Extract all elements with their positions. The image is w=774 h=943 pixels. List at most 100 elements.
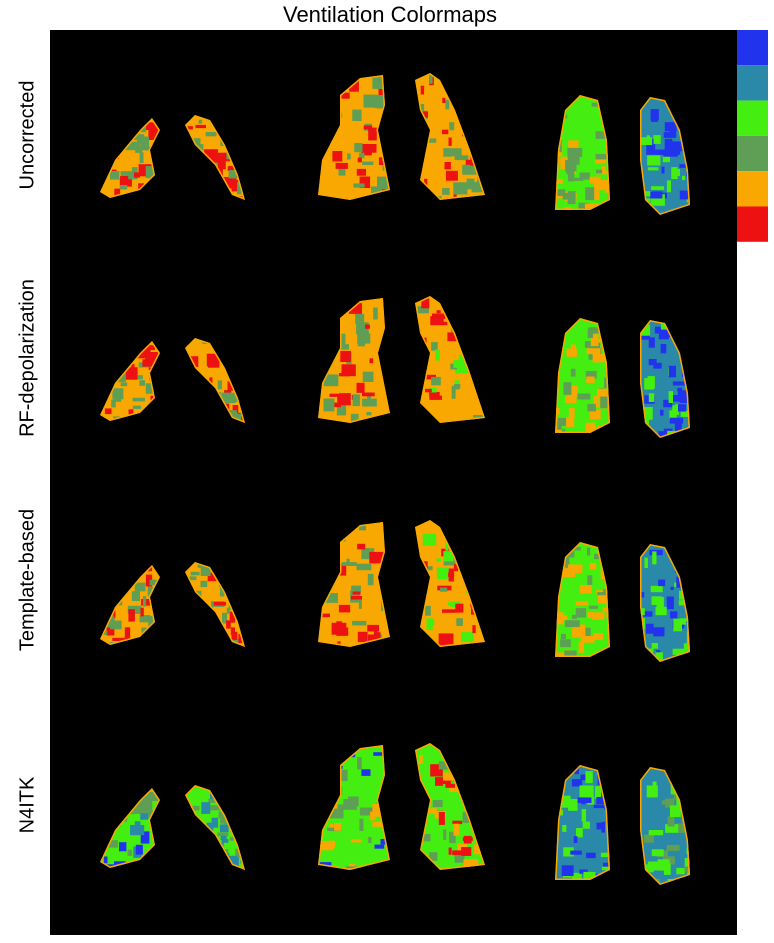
lung-edge — [100, 788, 160, 868]
ventilation-patch — [576, 828, 583, 838]
ventilation-patch — [672, 381, 687, 386]
ventilation-patch — [129, 808, 143, 814]
ventilation-patch — [377, 176, 390, 190]
ventilation-patch — [422, 533, 437, 546]
ventilation-patch — [120, 382, 128, 387]
ventilation-patch — [555, 407, 560, 415]
ventilation-patch — [338, 769, 348, 782]
row-label: Uncorrected — [16, 81, 38, 190]
ventilation-patch — [137, 375, 143, 380]
ventilation-patch — [447, 332, 461, 342]
ventilation-patch — [640, 137, 653, 146]
ventilation-patch — [585, 771, 593, 784]
ventilation-patch — [363, 125, 373, 130]
lung-edge — [100, 565, 160, 645]
ventilation-patch — [222, 612, 227, 624]
ventilation-patch — [229, 611, 236, 623]
ventilation-patch — [217, 832, 229, 837]
ventilation-patch — [141, 122, 154, 130]
ventilation-patch — [438, 812, 445, 825]
ventilation-patch — [669, 417, 684, 424]
ventilation-patch — [195, 124, 206, 129]
ventilation-patch — [564, 650, 577, 657]
ventilation-patch — [662, 156, 670, 163]
ventilation-patch — [206, 822, 214, 833]
ventilation-patch — [596, 357, 610, 363]
ventilation-patch — [139, 615, 150, 623]
ventilation-patch — [646, 623, 654, 634]
figure-title: Ventilation Colormaps — [283, 2, 497, 27]
ventilation-patch — [431, 342, 438, 351]
ventilation-patch — [103, 856, 108, 864]
ventilation-patch — [640, 592, 645, 598]
ventilation-patch — [362, 371, 374, 382]
ventilation-patch — [217, 152, 231, 162]
ventilation-patch — [431, 376, 441, 386]
ventilation-patch — [128, 609, 135, 622]
ventilation-patch — [373, 98, 387, 108]
ventilation-patch — [112, 609, 116, 619]
ventilation-patch — [648, 393, 655, 402]
row-label: Template-based — [16, 509, 38, 651]
ventilation-patch — [369, 551, 384, 564]
ventilation-patch — [140, 137, 149, 151]
ventilation-patch — [669, 124, 676, 137]
ventilation-patch — [378, 89, 385, 99]
ventilation-patch — [335, 162, 348, 169]
ventilation-patch — [562, 193, 569, 200]
ventilation-patch — [575, 601, 589, 606]
ventilation-patch — [448, 572, 455, 577]
lung — [555, 318, 610, 433]
ventilation-patch — [573, 836, 578, 843]
ventilation-patch — [142, 596, 147, 607]
lung-edge — [185, 562, 245, 647]
ventilation-patch — [429, 387, 437, 393]
ventilation-patch — [679, 190, 690, 200]
ventilation-patch — [125, 367, 138, 380]
ventilation-patch — [448, 784, 460, 793]
ventilation-patch — [669, 141, 684, 152]
ventilation-patch — [454, 155, 469, 161]
ventilation-patch — [644, 557, 648, 569]
ventilation-patch — [560, 156, 569, 170]
ventilation-patch — [671, 167, 678, 180]
row-label: N4ITK — [16, 776, 38, 833]
ventilation-patch — [370, 811, 376, 821]
ventilation-patch — [229, 837, 234, 841]
ventilation-patch — [646, 135, 650, 141]
ventilation-patch — [590, 334, 599, 347]
ventilation-patch — [568, 407, 575, 419]
ventilation-patch — [217, 380, 222, 390]
ventilation-patch — [220, 835, 227, 841]
ventilation-patch — [359, 807, 375, 816]
ventilation-patch — [363, 145, 372, 150]
ventilation-patch — [135, 844, 143, 855]
ventilation-patch — [651, 596, 662, 605]
ventilation-patch — [661, 800, 672, 805]
ventilation-patch — [670, 586, 674, 590]
ventilation-patch — [665, 824, 679, 833]
ventilation-patch — [362, 392, 375, 397]
ventilation-patch — [430, 316, 444, 326]
ventilation-patch — [457, 843, 468, 851]
ventilation-patch — [663, 132, 677, 138]
ventilation-patch — [200, 580, 208, 588]
ventilation-patch — [682, 175, 686, 181]
ventilation-patch — [445, 783, 455, 788]
ventilation-patch — [152, 126, 160, 131]
ventilation-patch — [341, 364, 356, 377]
ventilation-patch — [223, 177, 237, 189]
ventilation-patch — [124, 627, 131, 640]
ventilation-patch — [581, 809, 587, 822]
ventilation-patch — [442, 97, 446, 103]
image-panel — [50, 30, 737, 935]
ventilation-patch — [366, 412, 372, 416]
ventilation-patch — [327, 840, 336, 848]
ventilation-patch — [471, 181, 483, 193]
ventilation-patch — [592, 339, 606, 343]
ventilation-patch — [660, 344, 667, 354]
ventilation-patch — [674, 420, 682, 434]
ventilation-patch — [359, 523, 366, 531]
colorbar-swatch — [737, 206, 768, 242]
ventilation-patch — [128, 409, 134, 416]
